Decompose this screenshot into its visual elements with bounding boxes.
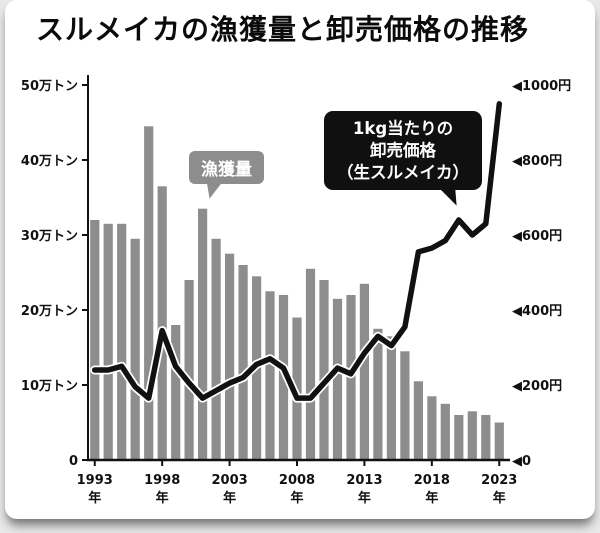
catch-bar [184,280,194,460]
catch-series-label: 漁獲量 [189,151,264,201]
right-axis-tick-label: ◀600円 [512,229,562,244]
price-line [91,101,503,401]
catch-bar [198,208,208,460]
price-series-label: 1kg当たりの 卸売価格 （生スルメイカ） [324,111,482,209]
left-axis-tick-label: 0 [69,454,78,469]
catch-bar [103,223,113,461]
x-axis-tick-label-suffix: 年 [223,490,236,506]
catch-bar [427,396,437,461]
catch-bar [265,291,275,461]
x-axis-tick-label-year: 2008 [279,473,315,488]
left-axis-tick-label: 30万トン [21,229,78,244]
chart-title: スルメイカの漁獲量と卸売価格の推移 [36,13,530,46]
catch-bar [157,186,167,461]
x-axis-tick-label-year: 1993 [77,473,113,488]
left-axis-tick-label: 40万トン [21,154,78,169]
catch-bar [413,381,423,461]
x-axis-tick-label-year: 2013 [346,473,382,488]
catch-series-label-text: 漁獲量 [201,160,252,180]
right-axis-tick-label: ◀400円 [512,304,562,319]
catch-bar [494,422,504,460]
left-axis-tick-label: 20万トン [21,304,78,319]
catch-bar [386,336,396,461]
catch-bar [305,268,316,461]
right-axis-tick-label: ◀800円 [512,154,562,169]
x-axis-tick-label-year: 2003 [211,473,247,488]
left-axis-tick-label: 50万トン [21,79,78,94]
catch-bar [144,126,154,461]
x-axis-tick-label-year: 2023 [481,473,517,488]
x-axis-tick-label-suffix: 年 [290,490,303,506]
price-label-line3: （生スルメイカ） [337,162,469,182]
catch-bar [440,403,450,461]
catch-bar [117,223,127,461]
catch-label-pointer-icon [203,180,222,201]
catch-bar [130,238,140,461]
catch-bar [225,253,235,460]
catch-bar [319,280,329,460]
catch-bar [481,415,491,460]
catch-bar [467,411,477,461]
catch-bar [454,415,464,460]
catch-bar [171,325,181,460]
catch-bar [400,351,410,461]
x-axis-tick-label-suffix: 年 [156,490,169,506]
x-axis-tick-label-year: 2018 [414,473,450,488]
x-axis-tick-label-year: 1998 [144,473,180,488]
x-axis-tick-label-suffix: 年 [425,490,438,506]
catch-bar [332,298,343,461]
catch-bar [90,220,100,460]
catch-bar [238,265,248,460]
x-axis-tick-label-suffix: 年 [493,490,506,506]
catch-bar [373,328,383,461]
right-axis-tick-label: ◀1000円 [512,79,571,94]
catch-bar [211,238,221,461]
price-label-line2: 卸売価格 [370,140,436,160]
x-axis-tick-label-suffix: 年 [88,490,101,506]
catch-bar [359,283,369,461]
price-label-line1: 1kg当たりの [352,119,454,138]
right-axis-tick-label: ◀200円 [512,379,562,394]
left-axis-tick-label: 10万トン [21,379,78,394]
x-axis-tick-label-suffix: 年 [358,490,371,506]
right-axis-tick-label: ◀0 [512,454,531,469]
